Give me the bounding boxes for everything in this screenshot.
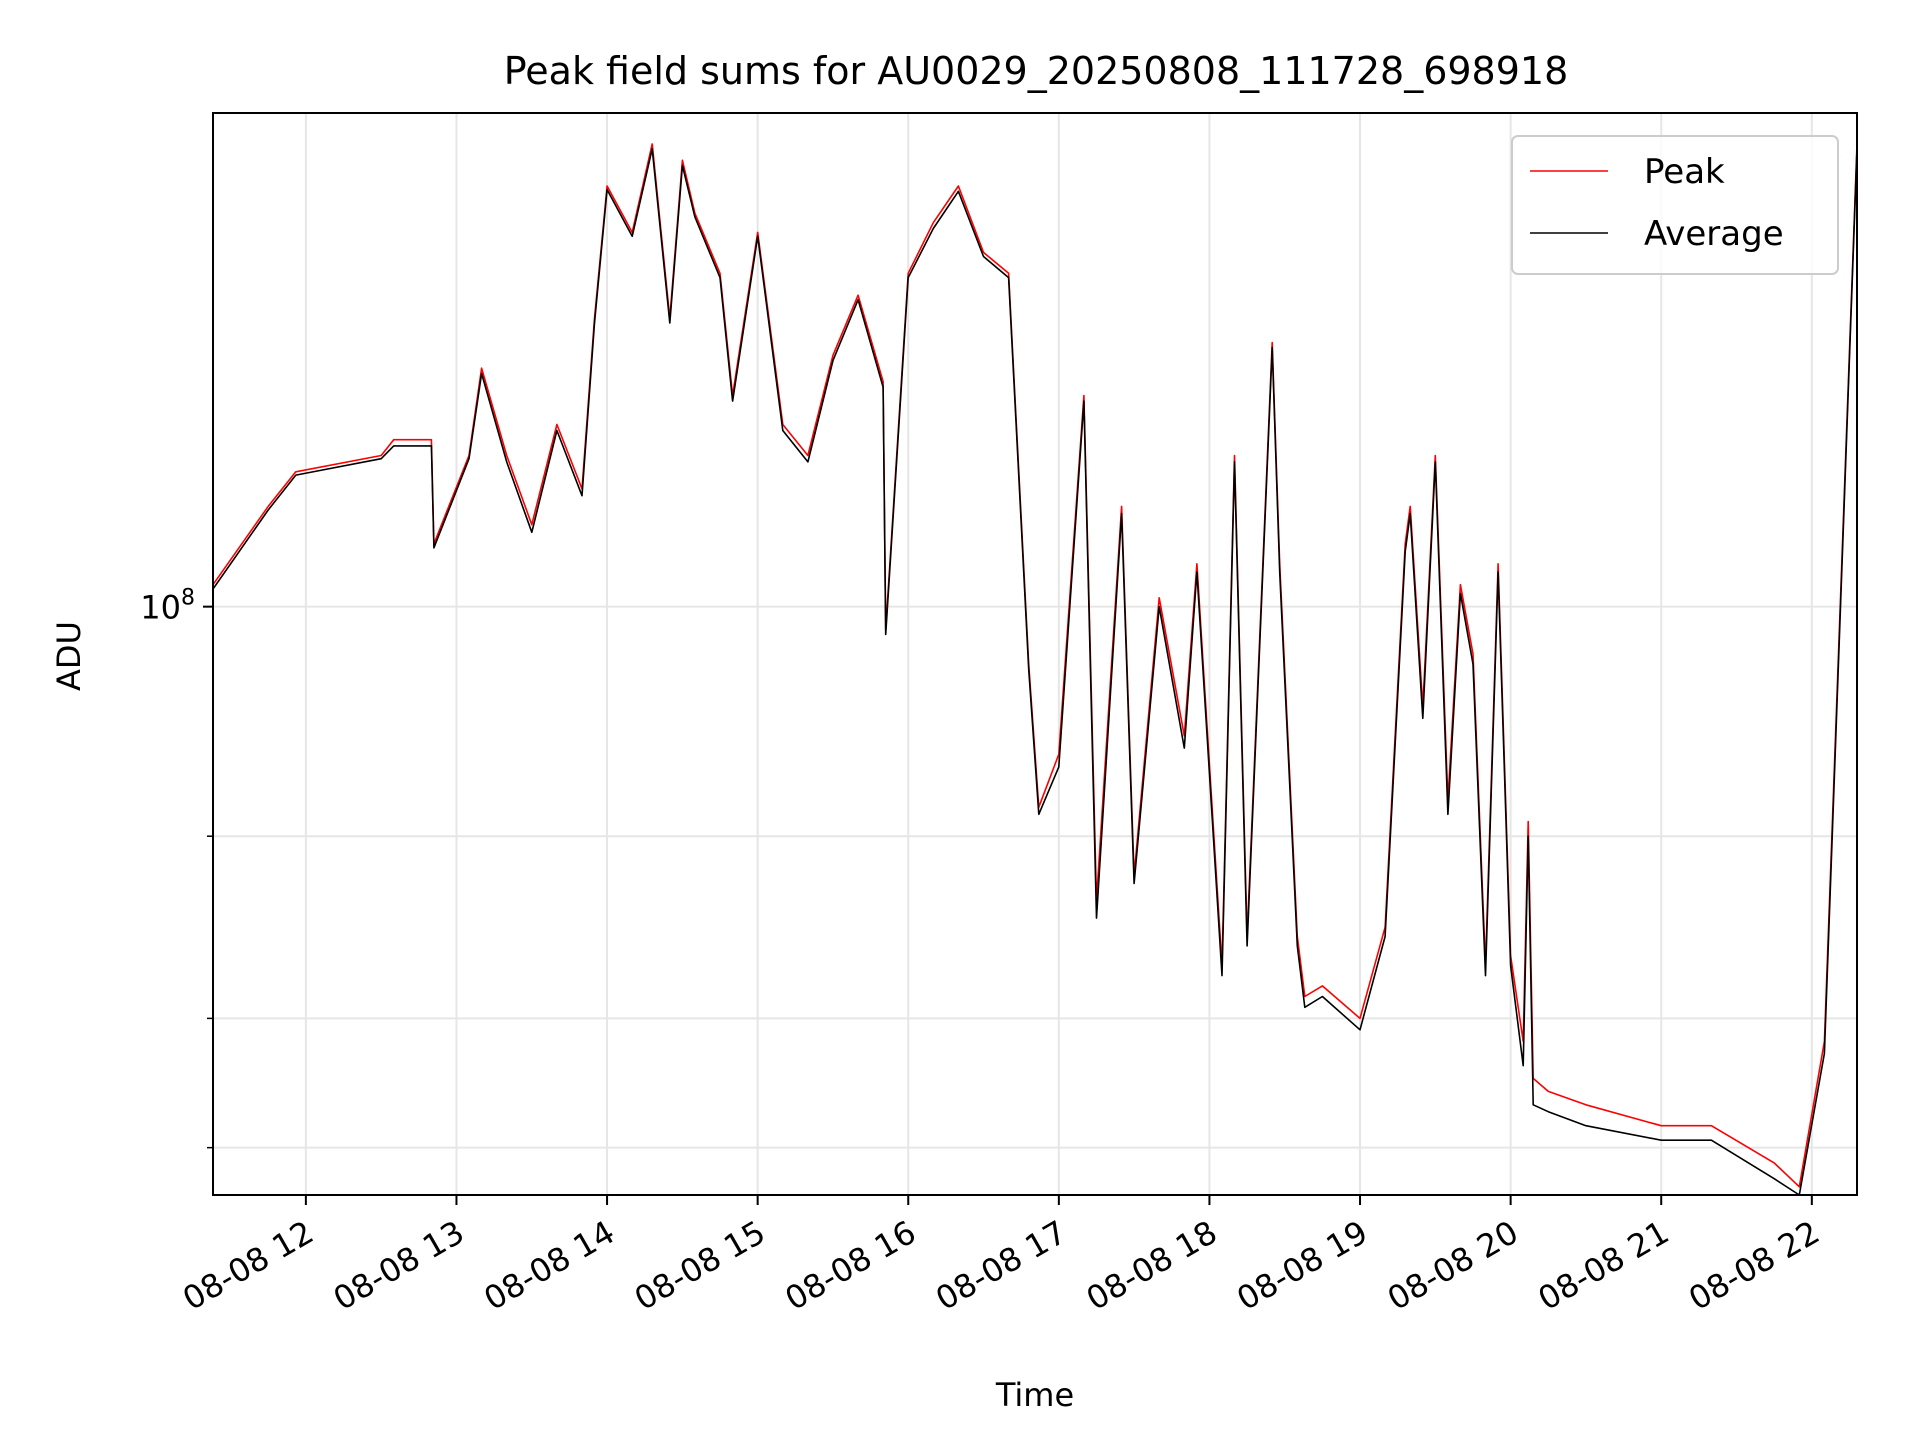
plot-area-frame [212, 112, 1858, 1196]
legend: Peak Average [1511, 135, 1839, 275]
series-line-average [212, 148, 1858, 1196]
x-axis-label: Time [995, 1376, 1074, 1414]
legend-label-peak: Peak [1644, 152, 1725, 192]
legend-label-average: Average [1644, 214, 1784, 254]
y-tick-label-base: 10 [140, 589, 181, 627]
y-tick-label-exponent: 8 [181, 586, 195, 611]
y-axis-label: ADU [50, 621, 88, 691]
y-axis-ticks: 108 [140, 586, 213, 1149]
lines-layer [212, 143, 1858, 1196]
chart-title: Peak field sums for AU0029_20250808_1117… [504, 49, 1569, 93]
grid-layer [213, 113, 1857, 1195]
y-tick-label: 108 [140, 586, 195, 627]
